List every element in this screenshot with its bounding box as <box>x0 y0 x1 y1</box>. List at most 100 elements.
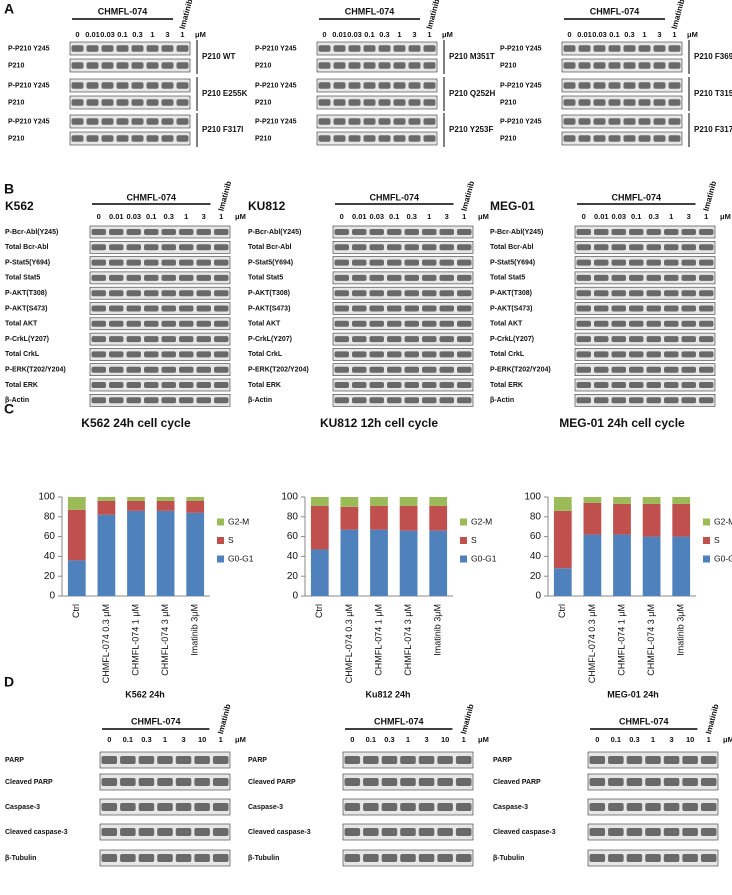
blot-band <box>179 274 194 281</box>
dose-label: 0.3 <box>141 735 151 744</box>
y-tick-label: 40 <box>530 551 542 562</box>
blot-band <box>663 854 680 862</box>
blot-band <box>344 756 361 764</box>
blot-band <box>161 274 176 281</box>
blot-band <box>404 366 419 373</box>
x-tick-label: CHMFL-074 1 μM <box>373 604 383 676</box>
blot-band <box>196 274 211 281</box>
blot-band <box>664 397 679 404</box>
blot-band <box>681 259 696 266</box>
blot-band <box>699 336 714 343</box>
blot-band <box>457 336 472 343</box>
mutant-label: P210 M351T <box>449 52 495 61</box>
blot-band <box>378 62 391 69</box>
y-tick-label: 60 <box>44 531 56 542</box>
blot-band <box>699 290 714 297</box>
blot-band <box>422 259 437 266</box>
blot-band <box>176 82 189 89</box>
blot-band <box>126 366 141 373</box>
blot-band <box>131 135 144 142</box>
y-tick-label: 40 <box>287 551 299 562</box>
dose-label: 1 <box>406 735 410 744</box>
bar-segment <box>642 497 661 504</box>
blot-band <box>161 382 176 388</box>
blot-band <box>109 397 124 404</box>
panel-title: MEG-01 24h <box>607 689 659 699</box>
dose-label: 0.3 <box>164 212 174 221</box>
blot-band <box>422 305 437 312</box>
dose-label: 0.3 <box>624 30 634 39</box>
blot-band <box>381 854 398 862</box>
blot-band <box>214 320 229 327</box>
blot-band <box>664 336 679 343</box>
blot-band <box>387 397 402 404</box>
blot-band <box>334 397 349 404</box>
row-label: Total Bcr-Abl <box>248 244 291 251</box>
blot-band <box>333 99 346 106</box>
blot-band <box>91 397 106 404</box>
blot-band <box>629 229 644 235</box>
blot-band <box>318 135 331 142</box>
blot-band <box>423 82 436 89</box>
blot-band <box>681 366 696 373</box>
dose-label: 1 <box>462 212 466 221</box>
blot-band <box>352 259 367 266</box>
row-label: P-P210 Y245 <box>8 45 50 52</box>
blot-band <box>126 290 141 297</box>
blot-strip <box>69 131 191 146</box>
blot-band <box>175 756 192 764</box>
row-label: P-CrkL(Y207) <box>490 336 534 343</box>
legend-swatch <box>460 555 467 563</box>
dose-label: 0.1 <box>611 735 621 744</box>
blot-band <box>611 320 626 327</box>
blot-band <box>387 336 402 343</box>
blot-band <box>369 259 384 266</box>
blot-band <box>71 45 84 52</box>
blot-band <box>404 351 419 358</box>
blot-band <box>638 62 651 69</box>
dose-label: 0.1 <box>609 30 619 39</box>
blot-band <box>161 290 176 297</box>
blot-band <box>131 62 144 69</box>
blot-band <box>455 778 472 786</box>
blot-band <box>109 229 124 235</box>
blot-band <box>594 244 609 251</box>
y-tick-label: 40 <box>44 551 56 562</box>
blot-band <box>179 336 194 343</box>
blot-band <box>646 290 661 297</box>
dose-label: 0.03 <box>592 30 607 39</box>
dose-label: 1 <box>219 735 223 744</box>
blot-band <box>653 45 666 52</box>
blot-band <box>608 82 621 89</box>
control-label: Imatinib <box>460 180 477 212</box>
control-label: Imatinib <box>178 0 195 30</box>
blot-strip <box>561 58 683 73</box>
dose-label: 0.03 <box>100 30 115 39</box>
blot-band <box>214 290 229 297</box>
blot-band <box>179 351 194 358</box>
unit-label: μM <box>235 212 246 221</box>
blot-strip <box>89 332 231 346</box>
blot-band <box>664 366 679 373</box>
blot-band <box>681 274 696 281</box>
blot-band <box>439 397 454 404</box>
blot-band <box>318 99 331 106</box>
y-tick-label: 80 <box>287 511 299 522</box>
blot-band <box>681 320 696 327</box>
blot-band <box>175 803 192 811</box>
blot-band <box>91 229 106 235</box>
blot-band <box>344 803 361 811</box>
cell-line: KU812 <box>248 199 286 213</box>
blot-band <box>194 756 210 764</box>
blot-band <box>563 118 576 125</box>
dose-label: 10 <box>441 735 449 744</box>
dose-label: 3 <box>445 212 449 221</box>
blot-band <box>363 82 376 89</box>
blot-band <box>664 305 679 312</box>
blot-strip <box>332 393 474 407</box>
blot-band <box>576 259 591 266</box>
blot-strip <box>89 286 231 300</box>
y-tick-label: 0 <box>535 591 541 602</box>
blot-band <box>457 259 472 266</box>
drug-label: CHMFL-074 <box>126 192 176 202</box>
